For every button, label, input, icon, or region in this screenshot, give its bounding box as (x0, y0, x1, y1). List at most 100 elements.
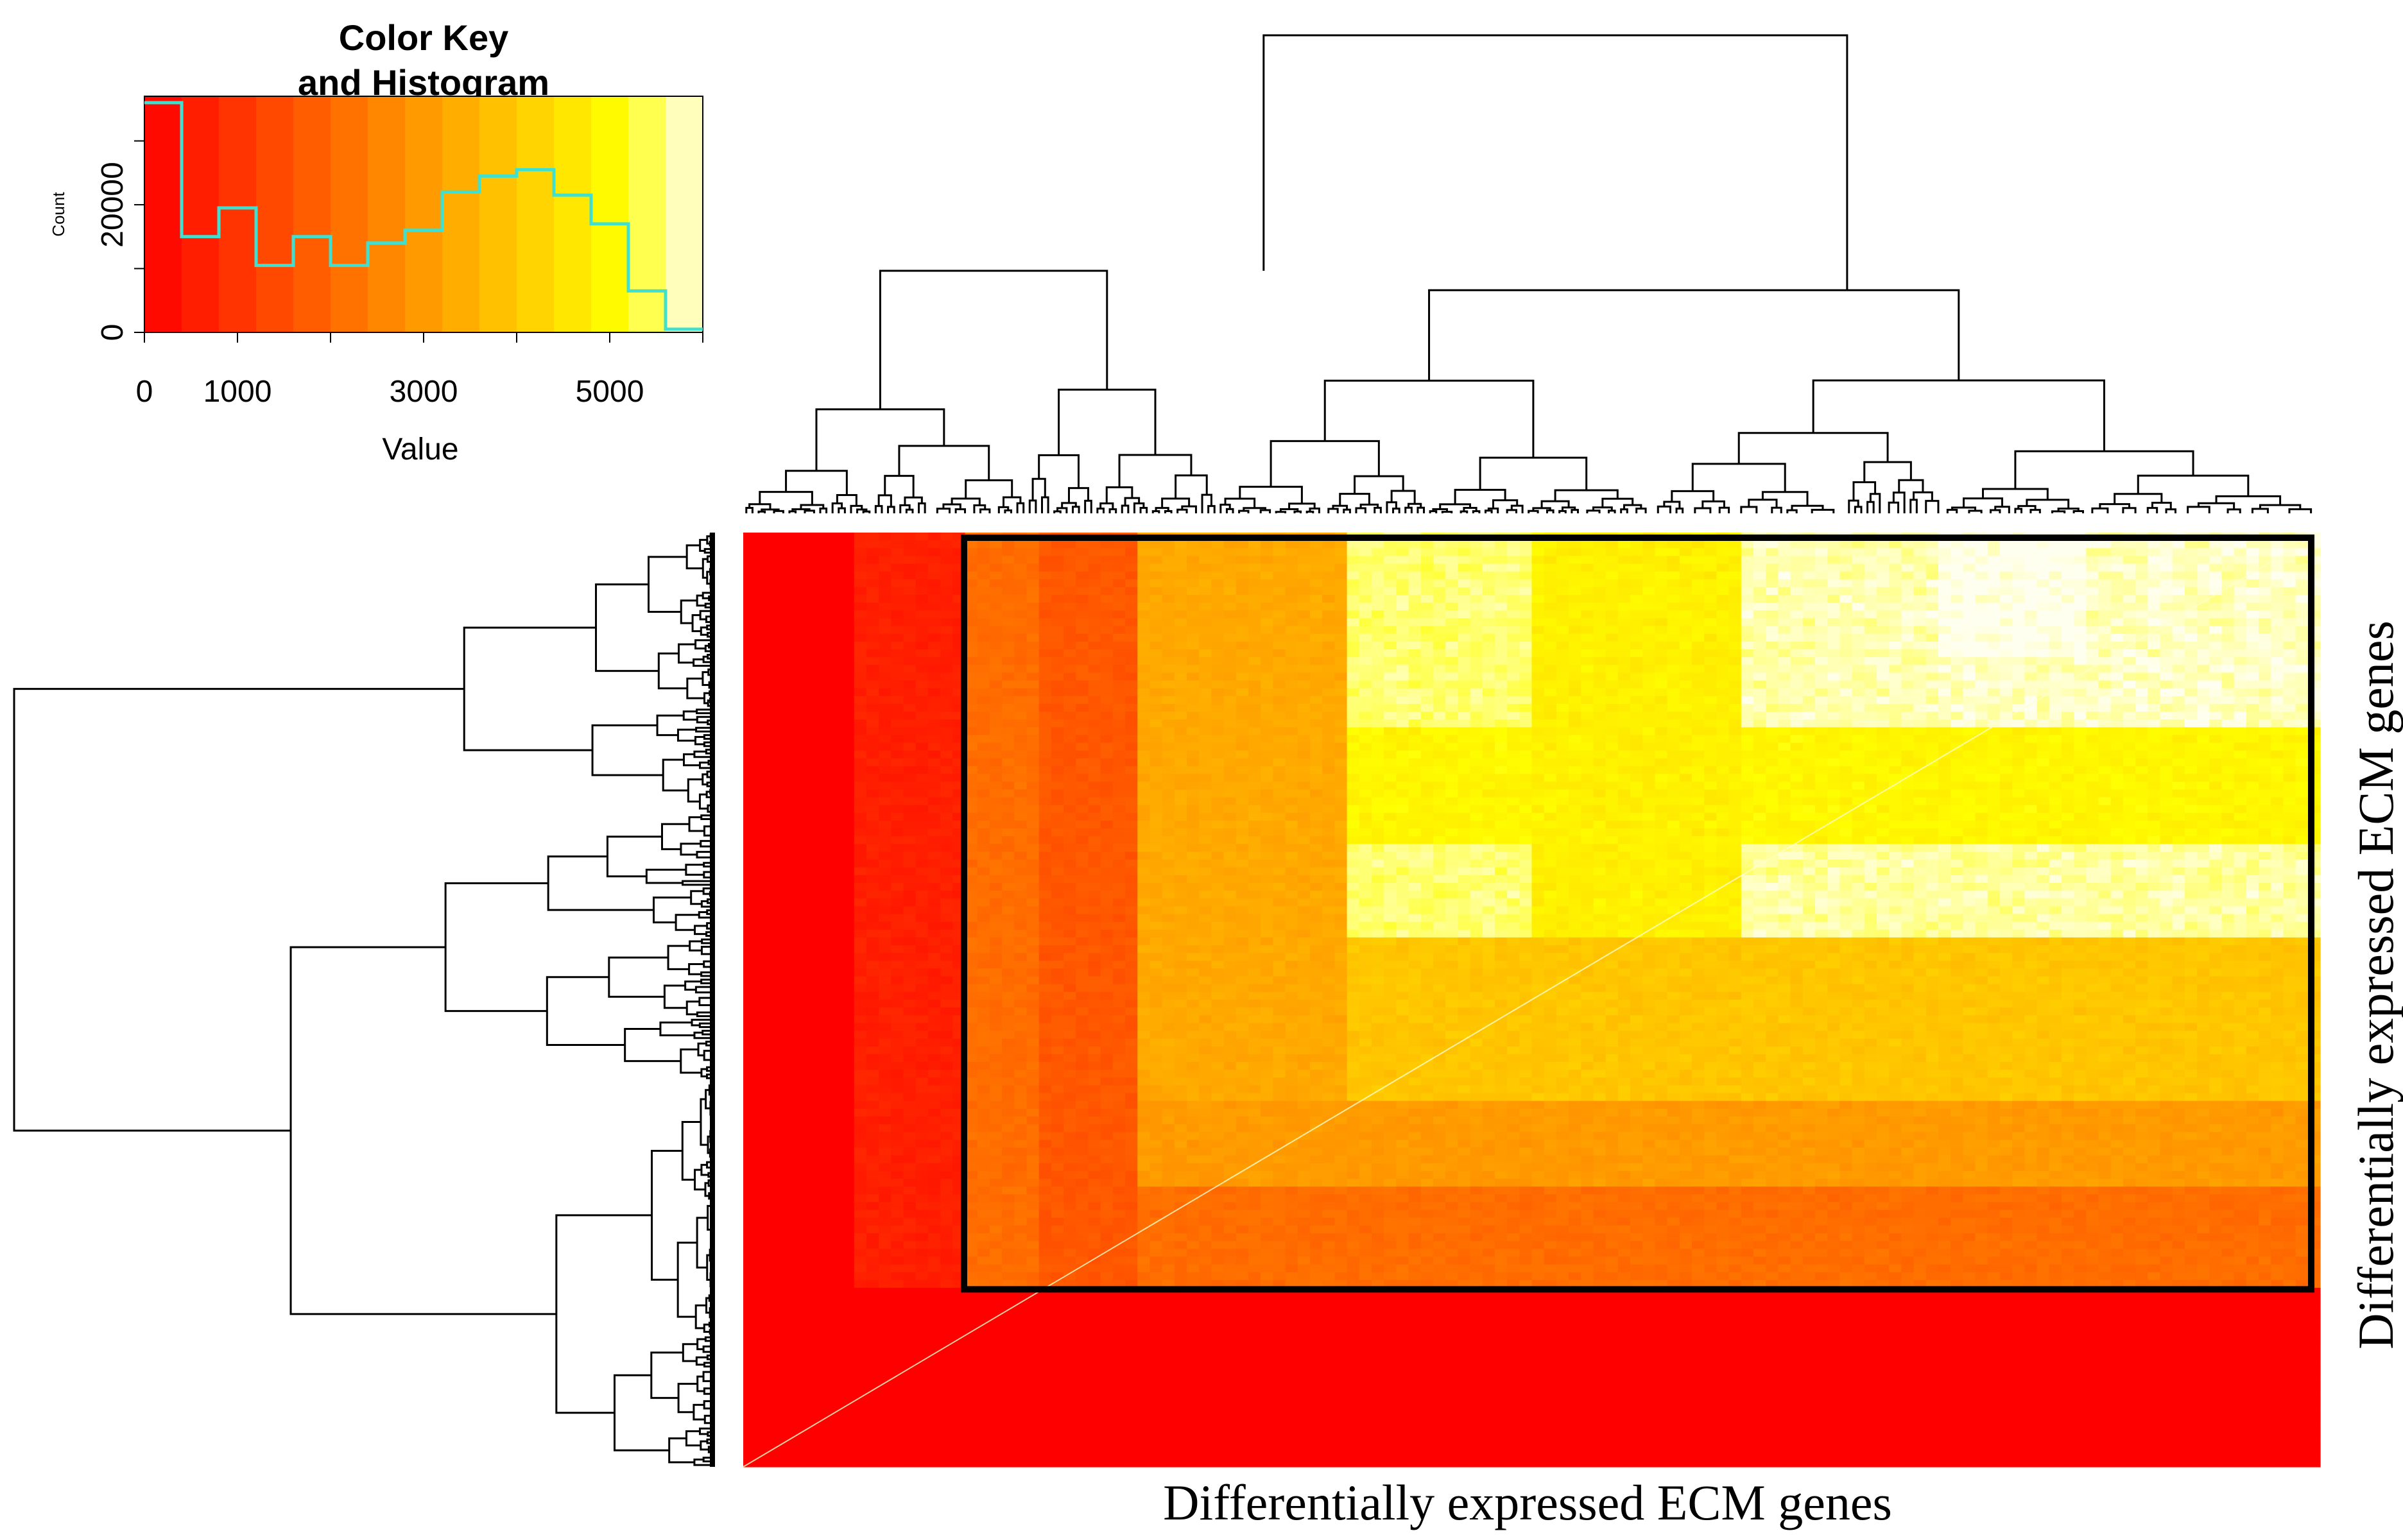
heatmap-cell (1630, 742, 1643, 751)
heatmap-cell (1716, 735, 1730, 744)
heatmap-cell (1593, 657, 1606, 665)
heatmap-cell (1261, 750, 1273, 759)
heatmap-cell (1728, 626, 1742, 635)
dendrogram-branch (874, 505, 883, 513)
heatmap-cell (1556, 680, 1569, 689)
heatmap-cell (1642, 540, 1656, 549)
heatmap-cell (915, 766, 929, 774)
heatmap-cell (2246, 571, 2259, 580)
heatmap-cell (1766, 586, 1779, 595)
heatmap-cell (1211, 727, 1225, 736)
dendrogram-branch (1812, 379, 2105, 452)
heatmap-cell (1814, 610, 1828, 619)
heatmap-cell (1531, 805, 1545, 814)
dendrogram-branch (2029, 509, 2041, 513)
dendrogram-branch (773, 509, 784, 513)
heatmap-cell (1913, 782, 1927, 790)
heatmap-cell (804, 579, 818, 588)
heatmap-cell (977, 758, 990, 767)
heatmap-cell (1975, 696, 1988, 705)
heatmap-cell (2184, 618, 2198, 627)
dendrogram-branch (703, 692, 710, 705)
heatmap-cell (2024, 789, 2038, 798)
heatmap-cell (1642, 657, 1656, 665)
heatmap-cell (1347, 719, 1360, 728)
heatmap-cell (1285, 672, 1298, 681)
heatmap-cell (792, 657, 805, 665)
heatmap-cell (1174, 556, 1187, 565)
heatmap-cell (1064, 618, 1076, 627)
heatmap-cell (1187, 633, 1200, 642)
dendrogram-branch (879, 270, 1108, 409)
heatmap-cell (1999, 657, 2013, 665)
heatmap-cell (1309, 649, 1323, 658)
heatmap-cell (1187, 626, 1200, 635)
heatmap-cell (1002, 719, 1015, 728)
heatmap-cell (1026, 782, 1040, 790)
heatmap-cell (1408, 727, 1422, 736)
heatmap-cell (1814, 789, 1828, 798)
heatmap-cell (1704, 548, 1718, 556)
heatmap-cell (2135, 688, 2148, 697)
heatmap-cell (1753, 797, 1766, 806)
heatmap-cell (903, 782, 917, 790)
heatmap-cell (1273, 672, 1286, 681)
heatmap-cell (1347, 712, 1360, 720)
heatmap-cell (1741, 548, 1754, 556)
heatmap-cell (1026, 665, 1040, 673)
heatmap-cell (1753, 782, 1766, 790)
dendrogram-branch (1439, 503, 1472, 509)
heatmap-cell (755, 688, 768, 697)
heatmap-cell (915, 618, 929, 627)
heatmap-cell (2049, 727, 2062, 736)
heatmap-cell (1852, 618, 1865, 627)
heatmap-cell (1174, 712, 1187, 720)
heatmap-cell (2148, 688, 2161, 697)
heatmap-cell (1014, 727, 1028, 736)
heatmap-cell (879, 556, 891, 565)
heatmap-cell (817, 571, 830, 580)
heatmap-cell (1507, 688, 1520, 697)
heatmap-cell (1741, 571, 1754, 580)
heatmap-cell (2172, 595, 2185, 603)
heatmap-cell (1371, 766, 1384, 774)
dendrogram-branch (1671, 490, 1715, 502)
heatmap-cell (1112, 742, 1126, 751)
heatmap-cell (1076, 766, 1089, 774)
heatmap-cell (2098, 603, 2112, 611)
heatmap-cell (1433, 595, 1446, 603)
heatmap-cell (1384, 719, 1397, 728)
heatmap-cell (804, 742, 818, 751)
heatmap-cell (1371, 610, 1384, 619)
heatmap-cell (1519, 595, 1533, 603)
heatmap-cell (1076, 633, 1089, 642)
heatmap-cell (1728, 595, 1742, 603)
heatmap-cell (1852, 579, 1865, 588)
heatmap-cell (2271, 556, 2284, 565)
heatmap-cell (1507, 766, 1520, 774)
heatmap-cell (1999, 712, 2013, 720)
heatmap-cell (780, 633, 793, 642)
heatmap-cell (780, 742, 793, 751)
heatmap-cell (1445, 626, 1458, 635)
heatmap-cell (1100, 665, 1114, 673)
heatmap-cell (2197, 626, 2210, 635)
heatmap-cell (927, 688, 941, 697)
heatmap-cell (866, 657, 879, 665)
heatmap-cell (1802, 571, 1816, 580)
heatmap-cell (1938, 688, 1951, 697)
heatmap-cell (866, 595, 879, 603)
heatmap-cell (915, 548, 929, 556)
heatmap-cell (1852, 766, 1865, 774)
heatmap-cell (1125, 626, 1138, 635)
heatmap-cell (2283, 774, 2296, 782)
heatmap-cell (903, 586, 917, 595)
heatmap-cell (1951, 540, 1963, 549)
heatmap-cell (1569, 641, 1581, 650)
heatmap-cell (1839, 750, 1853, 759)
heatmap-cell (1384, 672, 1397, 681)
heatmap-cell (1433, 805, 1446, 814)
heatmap-cell (1371, 626, 1384, 635)
heatmap-cell (1692, 742, 1705, 751)
heatmap-cell (817, 595, 830, 603)
